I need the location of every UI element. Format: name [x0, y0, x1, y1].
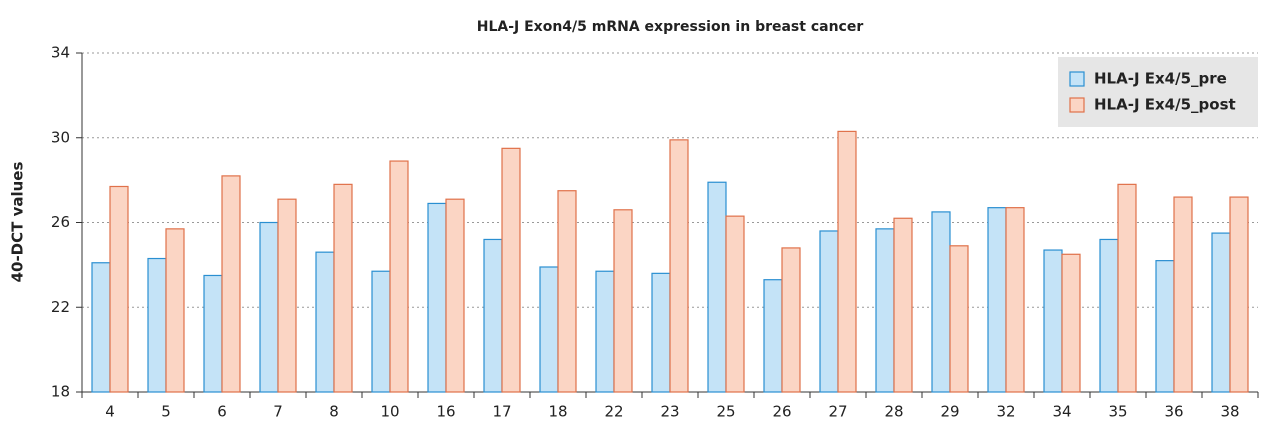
- y-tick-label: 18: [51, 383, 70, 401]
- x-tick-label: 16: [436, 403, 455, 421]
- bar: [109, 185, 129, 393]
- y-tick-label: 30: [51, 128, 70, 146]
- bar: [781, 247, 801, 393]
- x-tick-label: 27: [828, 403, 847, 421]
- bar: [277, 198, 297, 393]
- legend-swatch: [1069, 97, 1085, 113]
- x-tick-label: 36: [1164, 403, 1183, 421]
- bar: [315, 251, 335, 393]
- x-tick-label: 10: [380, 403, 399, 421]
- legend-label: HLA-J Ex4/5_post: [1094, 96, 1236, 114]
- bar: [987, 207, 1007, 393]
- bar: [427, 202, 447, 393]
- bar: [501, 147, 521, 393]
- y-axis-label: 40-DCT values: [9, 162, 27, 283]
- bar: [707, 181, 727, 393]
- bar: [893, 217, 913, 393]
- legend-swatch: [1069, 71, 1085, 87]
- bar: [669, 139, 689, 393]
- y-tick-label: 22: [51, 298, 70, 316]
- bar: [445, 198, 465, 393]
- legend-label: HLA-J Ex4/5_pre: [1094, 70, 1227, 88]
- legend-box: [1058, 57, 1258, 127]
- x-tick-label: 17: [492, 403, 511, 421]
- bar: [875, 228, 895, 393]
- x-tick-label: 34: [1052, 403, 1071, 421]
- bar: [1099, 238, 1119, 393]
- y-tick-label: 26: [51, 213, 70, 231]
- x-tick-label: 22: [604, 403, 623, 421]
- x-tick-label: 25: [716, 403, 735, 421]
- bar: [931, 211, 951, 393]
- bar: [1061, 253, 1081, 393]
- bar: [1117, 183, 1137, 393]
- chart-title: HLA-J Exon4/5 mRNA expression in breast …: [477, 19, 864, 35]
- bar: [1005, 207, 1025, 393]
- bar: [651, 272, 671, 393]
- y-tick-label: 34: [51, 44, 70, 62]
- bar: [763, 279, 783, 393]
- bar: [91, 262, 111, 393]
- x-tick-label: 6: [217, 403, 227, 421]
- bar: [165, 228, 185, 393]
- bar: [1043, 249, 1063, 393]
- bar: [259, 221, 279, 393]
- bar: [1155, 260, 1175, 393]
- x-tick-label: 18: [548, 403, 567, 421]
- x-tick-label: 38: [1220, 403, 1239, 421]
- x-tick-label: 26: [772, 403, 791, 421]
- x-tick-label: 29: [940, 403, 959, 421]
- bar: [1173, 196, 1193, 393]
- bar: [147, 257, 167, 393]
- bar: [221, 175, 241, 393]
- x-tick-label: 7: [273, 403, 283, 421]
- bar: [389, 160, 409, 393]
- x-tick-label: 35: [1108, 403, 1127, 421]
- bar: [949, 245, 969, 393]
- bar: [595, 270, 615, 393]
- bar: [613, 209, 633, 393]
- x-tick-label: 23: [660, 403, 679, 421]
- x-tick-label: 28: [884, 403, 903, 421]
- x-tick-label: 8: [329, 403, 339, 421]
- bar: [557, 190, 577, 393]
- x-tick-label: 32: [996, 403, 1015, 421]
- bar: [483, 238, 503, 393]
- bar: [333, 183, 353, 393]
- x-tick-label: 4: [105, 403, 115, 421]
- x-tick-label: 5: [161, 403, 171, 421]
- bar: [371, 270, 391, 393]
- bar: [837, 130, 857, 393]
- bar: [725, 215, 745, 393]
- bar: [539, 266, 559, 393]
- bar: [1211, 232, 1231, 393]
- bar: [203, 274, 223, 393]
- bar: [819, 230, 839, 393]
- bar: [1229, 196, 1249, 393]
